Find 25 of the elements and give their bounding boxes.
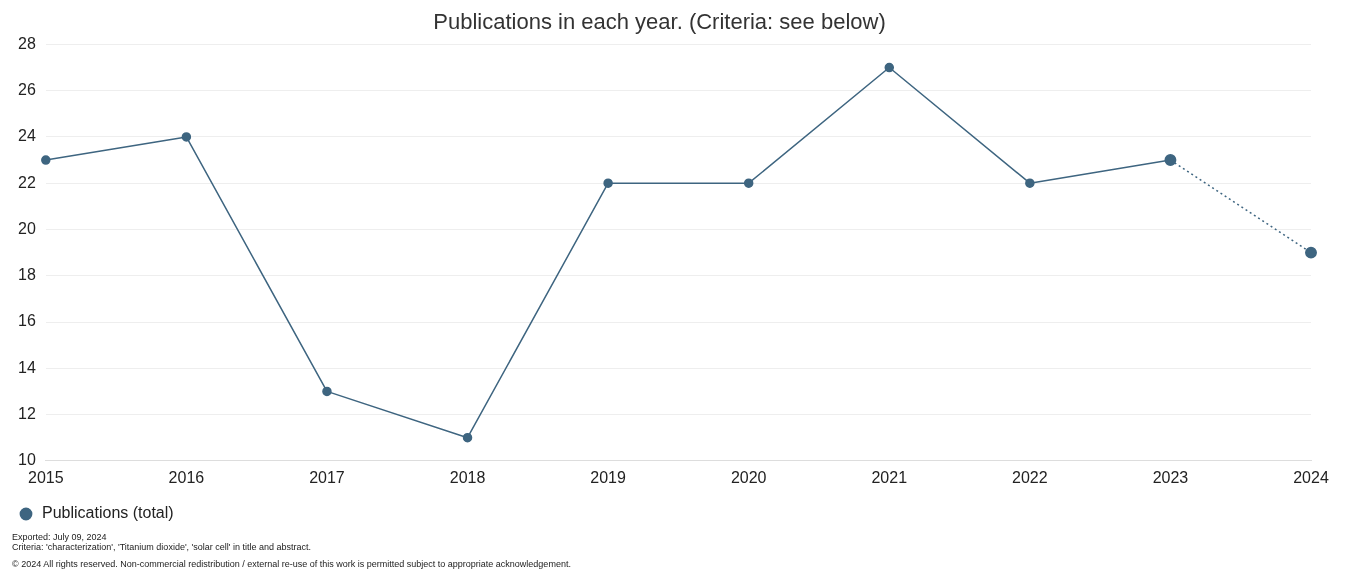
y-tick-label: 22 <box>18 173 36 191</box>
y-tick-label: 26 <box>18 81 36 99</box>
x-tick-label: 2020 <box>730 468 767 486</box>
y-tick-label: 10 <box>18 451 36 469</box>
x-tick-label: 2019 <box>590 468 627 486</box>
y-tick-label: 12 <box>18 404 36 422</box>
legend-label: Publications (total) <box>42 504 174 522</box>
chart-title: Publications in each year. (Criteria: see below) <box>433 9 886 35</box>
x-tick-label: 2022 <box>1012 468 1048 486</box>
text: © 2024 All rights reserved. Non-commercial redistribution / external re-use of this work is permitted subject to appropriate acknowledgement. <box>12 559 572 569</box>
y-tick-label: 28 <box>18 34 36 52</box>
text: Criteria: 'characterization', 'Titanium dioxide', 'solar cell' in title and abstract. <box>12 542 313 552</box>
x-tick-label: 2017 <box>309 468 345 486</box>
x-tick-label: 2023 <box>1152 468 1189 486</box>
x-tick-label: 2021 <box>871 468 908 486</box>
y-tick-label: 20 <box>18 219 36 237</box>
x-tick-label: 2024 <box>1293 468 1329 486</box>
text: Exported: July 09, 2024 <box>12 532 108 542</box>
y-tick-label: 18 <box>18 266 36 284</box>
y-tick-label: 24 <box>18 127 36 145</box>
x-tick-label: 2016 <box>168 468 205 486</box>
y-tick-label: 16 <box>18 312 36 330</box>
x-tick-label: 2018 <box>449 468 486 486</box>
y-tick-label: 14 <box>18 358 36 376</box>
x-tick-label: 2015 <box>28 468 64 486</box>
